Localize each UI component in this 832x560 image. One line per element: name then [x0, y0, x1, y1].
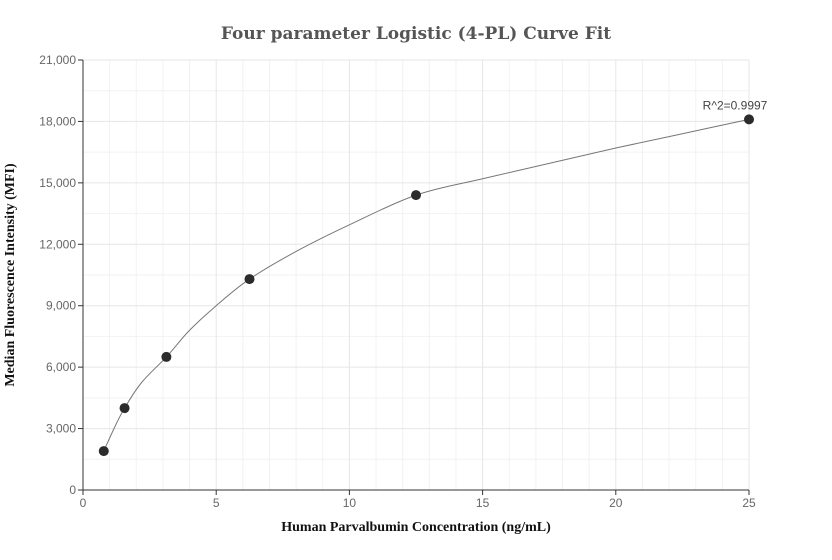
- r-squared-annotation: R^2=0.9997: [703, 98, 768, 112]
- data-point: [98, 446, 109, 457]
- data-point: [119, 403, 130, 414]
- data-point: [161, 351, 172, 362]
- data-point: [411, 190, 421, 201]
- y-tick-label: 18,000: [39, 114, 76, 128]
- x-tick-label: 10: [343, 496, 357, 510]
- x-tick-label: 20: [609, 496, 623, 510]
- y-tick-label: 3,000: [46, 422, 76, 436]
- grid: [82, 59, 750, 491]
- y-tick-label: 6,000: [46, 360, 76, 374]
- x-tick-label: 5: [213, 496, 220, 510]
- tick-labels: 0 5 10 15 20 25 0 3,000 6,000 9,000 12,000 15,000 18…: [39, 53, 756, 510]
- data-point: [744, 114, 754, 125]
- y-tick-label: 9,000: [46, 299, 76, 313]
- y-tick-label: 12,000: [39, 237, 76, 251]
- y-tick-label: 21,000: [39, 53, 76, 67]
- x-tick-label: 15: [476, 496, 490, 510]
- y-tick-label: 15,000: [39, 176, 76, 190]
- y-axis-label: Median Fluorescence Intensity (MFI): [3, 163, 18, 387]
- fit-curve: [103, 118, 750, 452]
- x-axis-label: Human Parvalbumin Concentration (ng/mL): [281, 520, 551, 535]
- chart-title: Four parameter Logistic (4-PL) Curve Fit: [221, 24, 611, 44]
- x-tick-label: 25: [742, 496, 756, 510]
- x-tick-label: 0: [80, 496, 87, 510]
- data-point: [244, 274, 255, 285]
- y-tick-label: 0: [69, 483, 76, 497]
- axes: [78, 59, 750, 495]
- data-points: [98, 114, 754, 457]
